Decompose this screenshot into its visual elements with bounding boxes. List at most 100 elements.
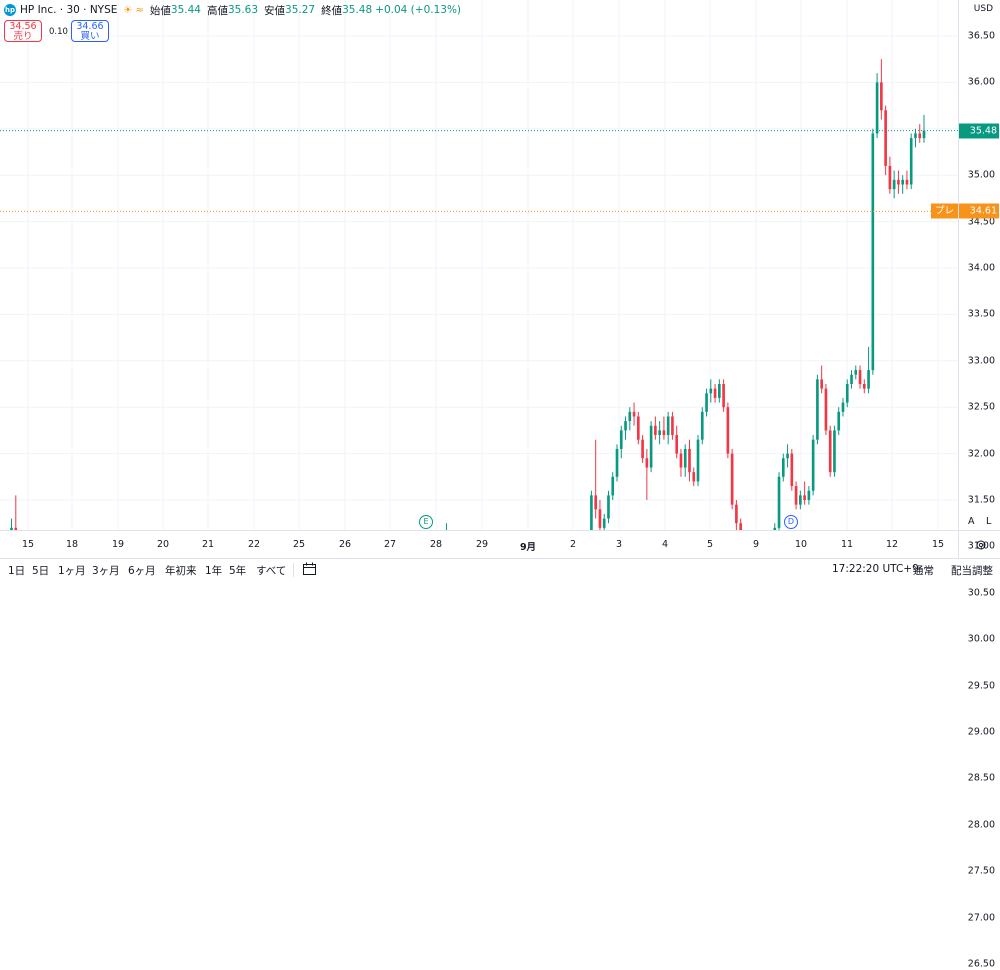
range-button[interactable]: 3ヶ月 — [92, 565, 120, 577]
time-tick-label: 20 — [156, 539, 170, 550]
candle — [841, 397, 845, 417]
candle-body — [790, 453, 794, 487]
low-value: 35.27 — [285, 4, 316, 16]
high-label: 高値 — [206, 4, 228, 17]
candlestick-chart[interactable] — [0, 0, 958, 530]
candle-body — [909, 138, 913, 185]
log-scale-button[interactable]: L — [986, 516, 992, 527]
candle-body — [739, 523, 742, 530]
market-status-icon[interactable]: ☀ ≈ — [123, 4, 144, 16]
candle — [628, 407, 632, 431]
price-tick-label: 36.50 — [967, 30, 995, 42]
price-tick-label: 27.50 — [967, 865, 995, 877]
calendar-goto-icon[interactable] — [302, 562, 318, 576]
candle-body — [10, 527, 13, 530]
candle-body — [862, 384, 866, 389]
candle-body — [828, 430, 832, 473]
range-button[interactable]: 年初来 — [165, 565, 197, 577]
candle — [607, 490, 610, 524]
candle — [858, 365, 862, 389]
candle-body — [718, 384, 721, 398]
time-tick-label: 29 — [475, 539, 489, 550]
hp-logo-icon[interactable]: hp — [4, 4, 16, 16]
range-button[interactable]: 6ヶ月 — [128, 565, 156, 577]
candle — [905, 170, 909, 190]
currency-button[interactable]: USD — [973, 4, 993, 14]
toolbar-divider — [293, 563, 294, 577]
axis-corner — [958, 530, 1000, 559]
candle-body — [611, 476, 615, 496]
candle-body — [688, 448, 691, 473]
candle — [662, 416, 666, 440]
candle — [683, 444, 687, 477]
candle — [867, 346, 870, 394]
candle-body — [735, 504, 738, 524]
range-button[interactable]: すべて — [256, 565, 287, 577]
candle-body — [607, 495, 610, 519]
range-button[interactable]: 1年 — [205, 565, 223, 577]
time-tick-label: 19 — [111, 539, 125, 550]
candle — [880, 59, 883, 120]
candle — [445, 523, 447, 530]
time-tick-label: 3 — [615, 539, 623, 550]
symbol-title[interactable]: HP Inc. · 30 · NYSE — [20, 4, 118, 16]
candle-body — [901, 179, 905, 185]
sell-price: 34.56 — [9, 21, 37, 32]
range-button[interactable]: 5年 — [229, 565, 247, 577]
price-tick-label: 32.50 — [967, 401, 995, 413]
candle — [615, 444, 619, 482]
candle — [718, 379, 721, 403]
candle — [922, 114, 926, 143]
candle-body — [786, 453, 789, 459]
candle — [875, 73, 879, 139]
candle — [811, 435, 815, 496]
candle-body — [892, 179, 896, 190]
price-axis[interactable]: USD 36.5036.0035.5035.0034.5034.0033.503… — [958, 0, 1000, 970]
price-tick-label: 30.00 — [967, 633, 995, 645]
time-tick-label: 12 — [885, 539, 899, 550]
time-tick-label: 11 — [840, 539, 854, 550]
clock[interactable]: 17:22:20 UTC+9 — [832, 563, 919, 575]
time-tick-label: 2 — [569, 539, 577, 550]
candle-body — [14, 527, 18, 530]
candle-body — [773, 527, 777, 530]
candle-body — [598, 509, 602, 528]
candle — [594, 439, 598, 519]
candle — [820, 365, 823, 394]
candle — [824, 384, 828, 436]
candle-body — [858, 370, 862, 384]
time-tick-label: 18 — [65, 539, 79, 550]
price-tick-label: 32.00 — [967, 448, 995, 460]
candle-body — [675, 435, 679, 454]
time-tick-label: 4 — [661, 539, 669, 550]
range-button[interactable]: 1日 — [8, 565, 26, 577]
time-tick-label: 9 — [752, 539, 760, 550]
price-tick-label: 26.50 — [967, 958, 995, 970]
range-button[interactable]: 5日 — [32, 565, 50, 577]
session-button[interactable]: 通常 — [913, 565, 934, 577]
buy-button[interactable]: 34.66 買い — [71, 20, 109, 42]
candle — [692, 467, 696, 487]
time-tick-label: 25 — [292, 539, 306, 550]
settings-gear-icon[interactable] — [975, 539, 987, 551]
range-button[interactable]: 1ヶ月 — [58, 565, 86, 577]
candle-body — [619, 430, 623, 449]
dividend-adjust-button[interactable]: 配当調整 — [951, 565, 993, 577]
chart-area[interactable] — [0, 0, 958, 530]
candle — [679, 448, 683, 477]
time-axis[interactable]: 15 18 19 20 21 22 25 26 27 28 29 9月 2 3 4 5 9 10 11 12 15 — [0, 530, 958, 559]
candle — [636, 411, 640, 445]
dividend-event-badge[interactable]: D — [784, 515, 798, 529]
candle-body — [888, 165, 892, 190]
time-tick-label: 26 — [338, 539, 352, 550]
bottom-toolbar: 1日 5日 1ヶ月 3ヶ月 6ヶ月 年初来 1年 5年 すべて 17:22:20 UTC+9 通… — [0, 558, 1000, 581]
candle-body — [880, 82, 883, 111]
auto-scale-button[interactable]: A — [968, 516, 975, 527]
earnings-event-badge[interactable]: E — [419, 515, 433, 529]
candle — [794, 481, 798, 510]
candle — [897, 170, 900, 194]
candle — [654, 416, 657, 440]
sell-label: 売り — [13, 31, 33, 42]
candle — [803, 481, 806, 505]
sell-button[interactable]: 34.56 売り — [4, 20, 42, 42]
